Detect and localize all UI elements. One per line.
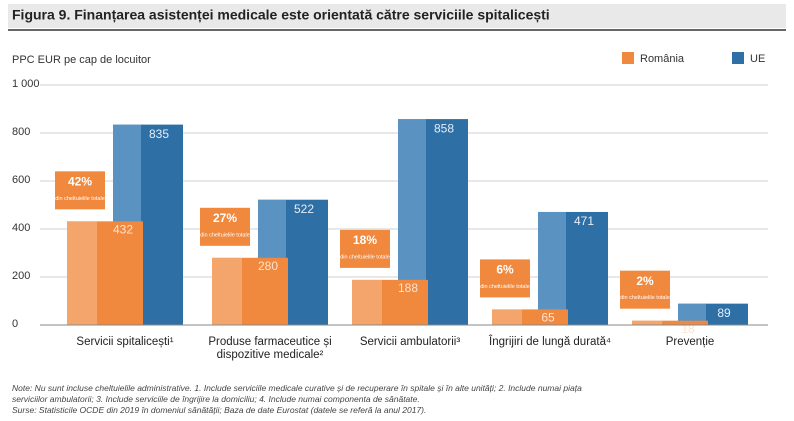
share-label: 18% [353,233,377,247]
chart-title: Figura 9. Finanțarea asistenței medicale… [12,7,550,23]
value-label: 65 [541,311,555,325]
x-tick-label: Îngrijiri de lungă durată⁴ [480,336,620,349]
y-tick-label: 1 000 [12,78,40,90]
bar-highlight [67,221,97,325]
share-note: din cheltuielile totale [55,196,105,202]
value-label: 89 [717,306,731,320]
value-label: 188 [398,281,418,295]
bar-highlight [212,258,242,325]
value-label: 18 [681,322,695,336]
x-tick-label: Produse farmaceutice și dispozitive medi… [200,336,340,362]
bar-highlight [538,212,566,325]
legend-label: România [640,53,685,65]
value-label: 280 [258,259,278,273]
page: Figura 9. Finanțarea asistenței medicale… [0,0,794,421]
bar-highlight [632,321,662,325]
chart: Figura 9. Finanțarea asistenței medicale… [0,0,794,421]
value-label: 432 [113,222,133,236]
share-label: 42% [68,174,92,188]
share-label: 6% [496,263,514,277]
value-label: 858 [434,121,454,135]
x-tick-label: Prevenție [620,336,760,349]
value-label: 835 [149,127,169,141]
y-tick-label: 800 [12,126,30,138]
y-tick-label: 200 [12,270,30,282]
y-tick-label: 0 [12,318,18,330]
footnote: Note: Nu sunt incluse cheltuielile admin… [12,383,582,393]
share-label: 27% [213,211,237,225]
legend-label: UE [750,53,765,65]
bar-highlight [352,280,382,325]
footnote: Surse: Statisticile OCDE din 2019 în dom… [12,405,426,415]
legend-swatch [732,52,744,64]
share-label: 2% [636,274,654,288]
share-note: din cheltuielile totale [480,284,530,290]
y-axis-label: PPC EUR pe cap de locuitor [12,54,151,66]
y-tick-label: 600 [12,174,30,186]
x-tick-label: Servicii ambulatorii³ [340,336,480,349]
legend-swatch [622,52,634,64]
value-label: 522 [294,202,314,216]
share-note: din cheltuielile totale [340,254,390,260]
x-tick-label: Servicii spitalicești¹ [55,336,195,349]
bar-highlight [492,309,522,325]
footnote: serviciilor ambulatorii; 3. Include serv… [12,394,420,404]
y-tick-label: 400 [12,222,30,234]
value-label: 471 [574,214,594,228]
share-note: din cheltuielile totale [620,295,670,301]
share-note: din cheltuielile totale [200,232,250,238]
